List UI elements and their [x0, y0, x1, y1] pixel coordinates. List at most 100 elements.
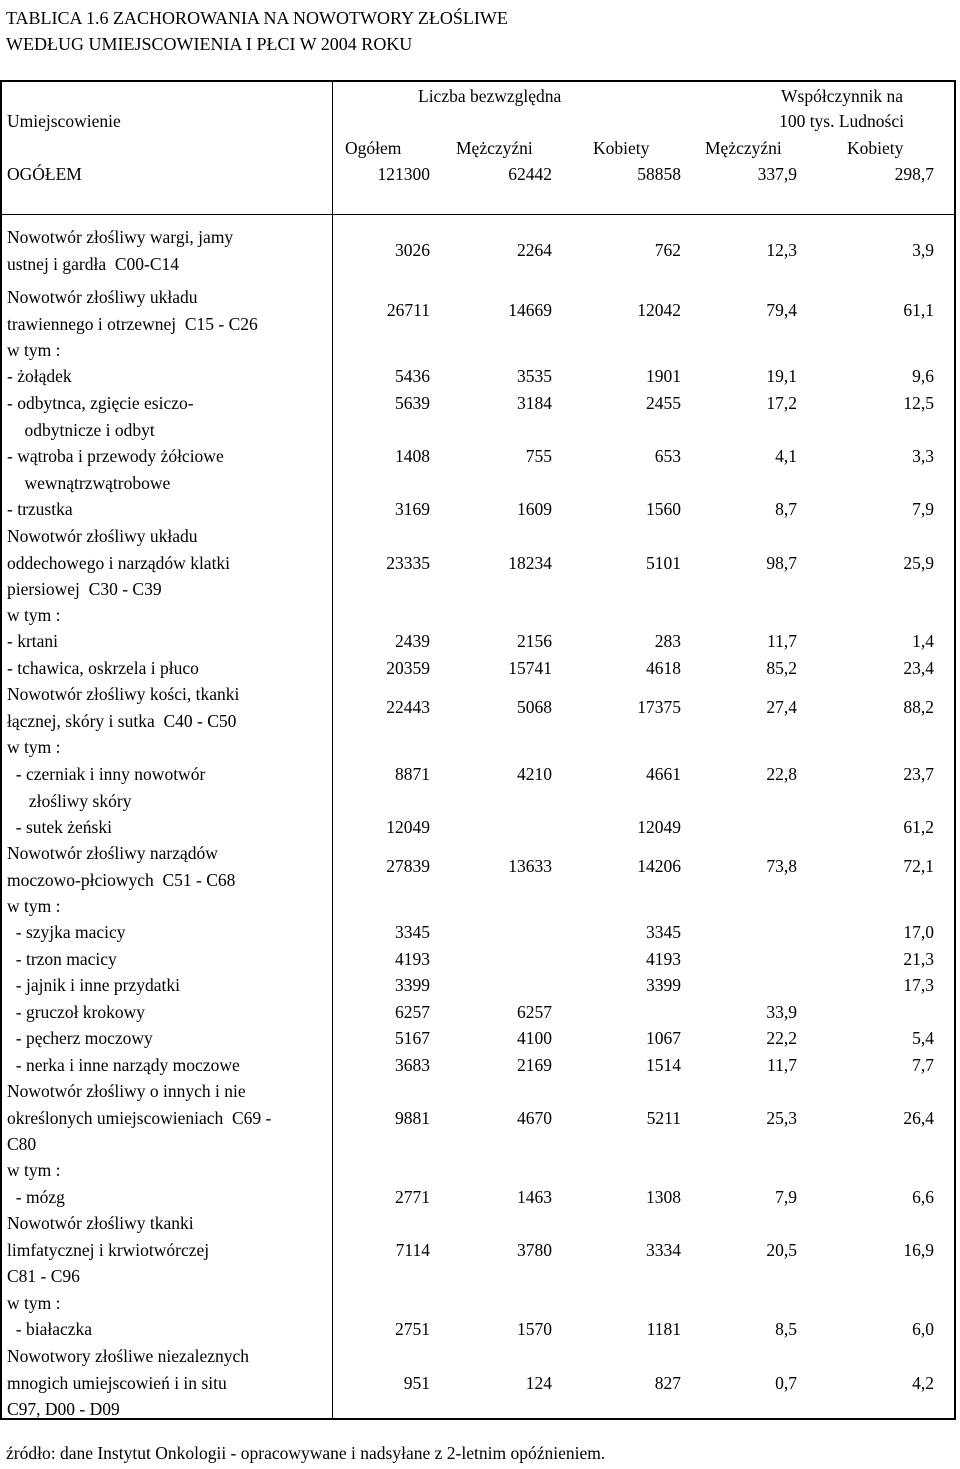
row-label-line: - trzustka	[7, 499, 73, 519]
row-label: - pęcherz moczowy	[7, 1025, 332, 1052]
cell-value: 5101	[646, 552, 681, 573]
row-label: - szyjka macicy	[7, 919, 332, 946]
row-label-line: Nowotwór złośliwy o innych i nie	[7, 1081, 246, 1101]
cell-value: 2751	[395, 1319, 430, 1339]
row-label: - nerka i inne narządy moczowe	[7, 1052, 332, 1079]
cell-value: 5167	[395, 1028, 430, 1048]
header-coefficient-line-2: 100 tys. Ludności	[779, 111, 904, 131]
row-label-line: w tym :	[7, 605, 61, 625]
row-label: Nowotwór złośliwy układu trawiennego i ot…	[7, 284, 332, 337]
cell-value: 12049	[637, 817, 681, 837]
cell-value: 3169	[395, 499, 430, 519]
cell-value: 61,2	[903, 817, 934, 837]
cell-value: 26,4	[903, 1107, 934, 1128]
cell-value: 653	[654, 446, 681, 466]
row-label: - jajnik i inne przydatki	[7, 972, 332, 999]
row-label: - wątroba i przewody żółciowe wewnątrzwą…	[7, 443, 332, 496]
row-label-line: C97, D00 - D09	[7, 1399, 120, 1419]
row-label-line: złośliwy skóry	[7, 790, 132, 811]
cell-value: 17,0	[903, 922, 934, 942]
cell-value: 1901	[646, 366, 681, 386]
row-label: - żołądek	[7, 363, 332, 390]
row-label: w tym :	[7, 337, 332, 364]
row-label: - białaczka	[7, 1316, 332, 1343]
row-label: w tym :	[7, 734, 332, 761]
row-label-line: Nowotwór złośliwy układu	[7, 526, 198, 546]
row-label: - trzon macicy	[7, 946, 332, 973]
header-location: Umiejscowienie	[7, 111, 121, 131]
cell-value: 1570	[517, 1319, 552, 1339]
row-label: Nowotwór złośliwy wargi, jamy ustnej i ga…	[7, 224, 332, 277]
row-label-line: - żołądek	[7, 366, 72, 386]
row-label: - gruczoł krokowy	[7, 999, 332, 1026]
row-label: Nowotwór złośliwy kości, tkanki łącznej, …	[7, 681, 332, 734]
source-note: źródło: dane Instytut Onkologii - opraco…	[6, 1443, 606, 1463]
total-row-label: OGÓŁEM	[7, 164, 82, 184]
header-col-total: Ogółem	[345, 138, 402, 158]
column-divider	[332, 80, 333, 1420]
row-label-line: Nowotwór złośliwy kości, tkanki	[7, 684, 240, 704]
row-label: - trzustka	[7, 496, 332, 523]
cell-value: 3535	[517, 366, 552, 386]
cell-value: 4210	[517, 764, 552, 784]
cell-value: 3,9	[912, 240, 934, 261]
row-label-line: - jajnik i inne przydatki	[7, 975, 181, 995]
header-col-men-coef: Mężczyźni	[705, 138, 782, 158]
row-label-line: - czerniak i inny nowotwór	[7, 764, 206, 784]
cell-value: 19,1	[766, 366, 797, 386]
table-title-line-1: TABLICA 1.6 ZACHOROWANIA NA NOWOTWORY ZŁ…	[6, 8, 508, 28]
cell-value: 3345	[646, 922, 681, 942]
cell-value: 23335	[386, 552, 430, 573]
cell-value: 20359	[386, 658, 430, 678]
row-label-line: wewnątrzwątrobowe	[7, 472, 171, 493]
row-label-line: - tchawica, oskrzela i płuco	[7, 658, 199, 678]
row-label-line: w tym :	[7, 1160, 61, 1180]
row-label-line: Nowotwór złośliwy narządów	[7, 843, 218, 863]
row-label-line: - gruczoł krokowy	[7, 1002, 146, 1022]
row-label-line: limfatycznej i krwiotwórczej	[7, 1239, 210, 1260]
cell-value: 22,8	[766, 764, 797, 784]
cell-value: 61,1	[903, 300, 934, 321]
cell-value: 124	[525, 1372, 552, 1393]
cell-value: 13633	[508, 856, 552, 877]
cell-value: 2439	[395, 631, 430, 651]
row-label: - sutek żeński	[7, 814, 332, 841]
cell-value: 7,9	[912, 499, 934, 519]
total-row-value: 121300	[377, 164, 431, 184]
cell-value: 3683	[395, 1055, 430, 1075]
cell-value: 1560	[646, 499, 681, 519]
cell-value: 1514	[646, 1055, 681, 1075]
cell-value: 4193	[646, 949, 681, 969]
cell-value: 12,3	[766, 240, 797, 261]
cell-value: 17375	[637, 697, 681, 718]
total-row-value: 58858	[637, 164, 681, 184]
row-label: Nowotwór złośliwy narządów moczowo-płciow…	[7, 840, 332, 893]
cell-value: 73,8	[766, 856, 797, 877]
cell-value: 21,3	[903, 949, 934, 969]
cell-value: 11,7	[767, 631, 797, 651]
row-label: w tym :	[7, 1290, 332, 1317]
row-label: - tchawica, oskrzela i płuco	[7, 655, 332, 682]
cell-value: 2455	[646, 393, 681, 413]
row-label-line: - trzon macicy	[7, 949, 117, 969]
cell-value: 3026	[395, 240, 430, 261]
row-label-line: C81 - C96	[7, 1266, 80, 1286]
row-label-line: w tym :	[7, 896, 61, 916]
cell-value: 1308	[646, 1187, 681, 1207]
cell-value: 5068	[517, 697, 552, 718]
cell-value: 0,7	[775, 1372, 797, 1393]
cell-value: 4670	[517, 1107, 552, 1128]
cell-value: 7,7	[912, 1055, 934, 1075]
cell-value: 14669	[508, 300, 552, 321]
row-label-line: w tym :	[7, 737, 61, 757]
row-label: w tym :	[7, 602, 332, 629]
cell-value: 4,1	[775, 446, 797, 466]
row-label: w tym :	[7, 1157, 332, 1184]
row-label: - czerniak i inny nowotwór złośliwy skór…	[7, 761, 332, 814]
row-label-line: Nowotwór złośliwy układu	[7, 287, 198, 307]
cell-value: 3334	[646, 1239, 681, 1260]
cell-value: 755	[525, 446, 552, 466]
total-row-value: 62442	[508, 164, 552, 184]
cell-value: 1463	[517, 1187, 552, 1207]
total-row-value: 337,9	[757, 164, 797, 184]
